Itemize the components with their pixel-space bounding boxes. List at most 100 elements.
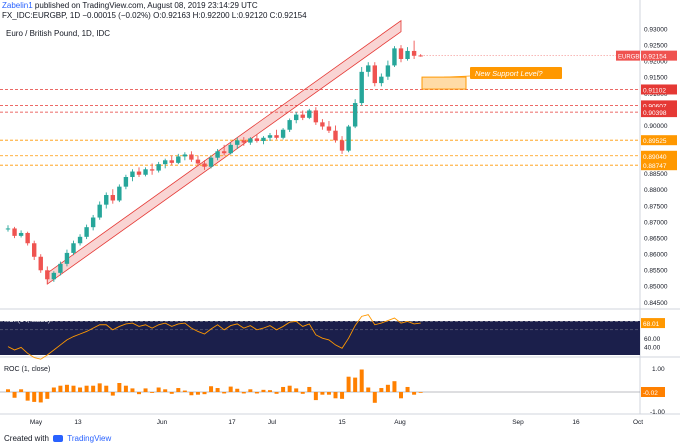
- candle-body: [254, 138, 260, 141]
- level-label-bg: [641, 160, 677, 171]
- level-label-bg: [641, 107, 677, 118]
- candle-body: [51, 272, 57, 280]
- candle-body: [359, 71, 364, 104]
- candle-body: [398, 48, 404, 59]
- footer-brand[interactable]: TradingView: [67, 434, 112, 443]
- candle-body: [215, 151, 220, 158]
- candle-body: [385, 65, 391, 77]
- time-tick-label: Jul: [268, 419, 277, 426]
- candle-body: [405, 50, 410, 59]
- roc-bar: [169, 392, 174, 394]
- candle-body: [228, 144, 233, 154]
- author-name[interactable]: Zabelin1: [2, 1, 33, 10]
- price-tick-label: 0.88500: [644, 171, 668, 178]
- candle-body: [294, 114, 299, 121]
- candle-body: [346, 126, 351, 151]
- candle-body: [58, 263, 63, 273]
- candle-body: [110, 195, 115, 201]
- candle-body: [104, 195, 109, 205]
- candle-body: [169, 160, 174, 163]
- price-tick-label: 0.87500: [644, 203, 668, 210]
- roc-bar: [340, 392, 345, 399]
- chart-title: Euro / British Pound, 1D, IDC: [6, 29, 110, 38]
- level-label-bg: [641, 100, 677, 111]
- roc-axis-label: 1.00: [652, 366, 665, 373]
- time-tick-label: 15: [338, 419, 346, 426]
- roc-bar: [228, 386, 233, 392]
- candle-body: [97, 204, 102, 218]
- rsi-band: [0, 321, 640, 355]
- roc-bar: [156, 387, 161, 392]
- rsi-title: RSI (14, close): [4, 317, 50, 324]
- candle-body: [326, 126, 332, 131]
- roc-bar: [268, 390, 272, 392]
- candle-body: [77, 236, 83, 244]
- roc-bar: [78, 387, 83, 392]
- candle-body: [241, 140, 246, 143]
- roc-bar: [274, 392, 279, 394]
- roc-bar: [137, 392, 141, 395]
- price-tag-value: 0.92154: [643, 54, 667, 61]
- roc-bar: [32, 392, 37, 402]
- candle-body: [274, 135, 279, 138]
- price-tick-label: 0.92000: [644, 59, 668, 66]
- candle-body: [182, 154, 188, 157]
- rsi-axis-label: 60.00: [644, 336, 661, 343]
- roc-bar: [215, 388, 220, 392]
- roc-bar: [353, 377, 358, 392]
- time-tick-label: Jun: [157, 419, 168, 426]
- candle-body: [71, 243, 76, 253]
- footer-created-with: Created with: [4, 434, 49, 443]
- symbol-tag: EURGBP: [618, 55, 643, 61]
- candle-body: [235, 140, 240, 145]
- roc-bar: [182, 390, 187, 392]
- candle-body: [221, 151, 227, 154]
- candle-body: [176, 156, 181, 163]
- roc-bar: [379, 388, 384, 392]
- candle-body: [64, 252, 70, 264]
- header-line-1: Zabelin1 published on TradingView.com, A…: [2, 1, 258, 10]
- candle-body: [411, 50, 417, 56]
- time-tick-label: Sep: [512, 419, 524, 426]
- symbol-line: FX_IDC:EURGBP, 1D: [2, 11, 81, 20]
- roc-bar: [248, 389, 253, 392]
- roc-bar: [209, 386, 214, 392]
- roc-bar: [307, 386, 312, 392]
- candle-body: [163, 160, 168, 165]
- roc-bar: [359, 369, 364, 392]
- rsi-axis-label: 40.00: [644, 345, 661, 352]
- roc-bar: [281, 386, 286, 392]
- roc-bar: [287, 385, 292, 392]
- level-label-bg: [641, 150, 677, 161]
- candle-body: [38, 256, 43, 271]
- roc-bar: [412, 392, 417, 395]
- candle-body: [339, 140, 345, 151]
- time-tick-label: 13: [74, 419, 82, 426]
- candle-body: [123, 177, 129, 187]
- time-tick-label: Oct: [633, 419, 643, 426]
- candle-body: [320, 122, 325, 127]
- time-tick-label: 16: [572, 419, 580, 426]
- candle-body: [117, 186, 122, 201]
- roc-bar: [97, 383, 102, 392]
- level-label: 0.88747: [643, 163, 667, 170]
- roc-bar: [117, 383, 122, 392]
- roc-bar: [58, 385, 63, 392]
- candle-body: [208, 157, 214, 167]
- roc-bar: [38, 392, 43, 403]
- annotation-bg: [470, 67, 562, 79]
- candle-body: [45, 270, 50, 280]
- candle-body: [379, 76, 384, 84]
- time-tick-label: May: [30, 419, 43, 426]
- candle-body: [392, 48, 397, 66]
- level-label: 0.90607: [643, 103, 667, 110]
- candle-body: [372, 65, 377, 84]
- level-label-bg: [641, 84, 677, 95]
- roc-axis-label: -1.00: [650, 409, 665, 416]
- roc-bar: [71, 385, 76, 392]
- price-tick-label: 0.92500: [644, 43, 668, 50]
- price-tick-label: 0.85000: [644, 284, 668, 291]
- footer: Created with TradingView: [4, 434, 111, 443]
- candle-body: [156, 164, 161, 171]
